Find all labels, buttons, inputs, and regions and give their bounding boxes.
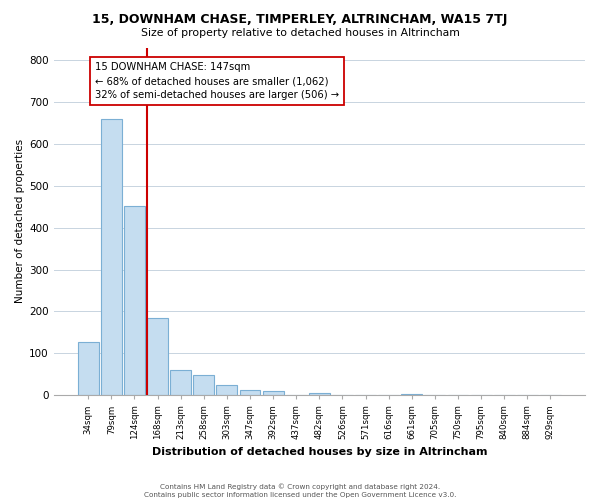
Bar [193,375,214,396]
Bar [101,118,122,396]
Bar [401,394,422,396]
Bar [263,391,284,396]
Bar [239,390,260,396]
Text: Size of property relative to detached houses in Altrincham: Size of property relative to detached ho… [140,28,460,38]
X-axis label: Distribution of detached houses by size in Altrincham: Distribution of detached houses by size … [152,448,487,458]
Text: 15, DOWNHAM CHASE, TIMPERLEY, ALTRINCHAM, WA15 7TJ: 15, DOWNHAM CHASE, TIMPERLEY, ALTRINCHAM… [92,12,508,26]
Bar [217,385,237,396]
Text: Contains HM Land Registry data © Crown copyright and database right 2024.
Contai: Contains HM Land Registry data © Crown c… [144,484,456,498]
Bar [147,318,168,396]
Bar [124,206,145,396]
Bar [170,370,191,396]
Text: 15 DOWNHAM CHASE: 147sqm
← 68% of detached houses are smaller (1,062)
32% of sem: 15 DOWNHAM CHASE: 147sqm ← 68% of detach… [95,62,339,100]
Bar [78,342,98,396]
Y-axis label: Number of detached properties: Number of detached properties [15,140,25,304]
Bar [309,393,330,396]
